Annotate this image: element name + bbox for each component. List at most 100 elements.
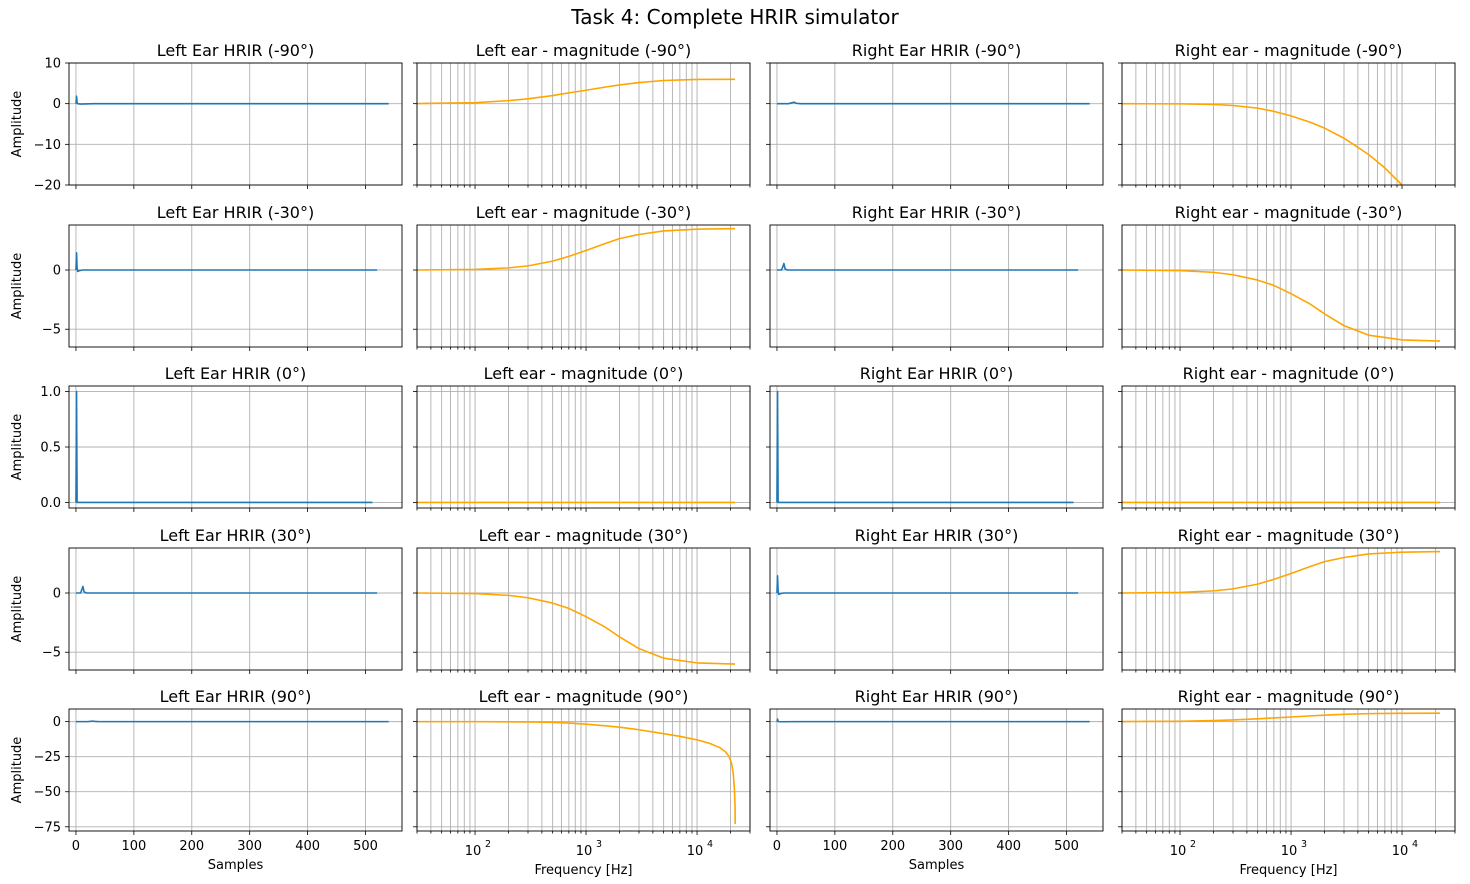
figure-title: Task 4: Complete HRIR simulator xyxy=(570,5,899,29)
x-grid xyxy=(776,709,1067,835)
y-axis-label: Amplitude xyxy=(10,91,25,158)
y-tick-label: −50 xyxy=(34,785,61,800)
axes-frame xyxy=(416,547,751,671)
series-line xyxy=(75,585,378,594)
subplot-title: Left ear - magnitude (-90°) xyxy=(476,41,692,60)
x-grid xyxy=(75,63,366,189)
subplot-left-ear-hrir-90deg: Left Ear HRIR (-90°) −20 −10 0 10 Amplitude xyxy=(10,41,403,194)
series-line xyxy=(776,575,1079,596)
x-axis-label: Samples xyxy=(909,858,965,873)
y-tick-label: −25 xyxy=(34,750,61,765)
y-axis-label: Amplitude xyxy=(10,576,25,643)
subplot-title: Left Ear HRIR (-90°) xyxy=(157,41,314,60)
x-tick-label: 10 xyxy=(576,844,593,859)
subplot-title: Left Ear HRIR (0°) xyxy=(165,364,307,383)
y-tick-label: 0 xyxy=(53,264,61,279)
x-tick-label: 10 xyxy=(687,844,704,859)
x-grid xyxy=(776,63,1067,189)
axes-frame xyxy=(68,547,403,671)
subplot-right-ear-magnitude-30deg: Right ear - magnitude (30°) xyxy=(1118,526,1456,674)
series-line xyxy=(75,390,373,504)
subplot-title: Left ear - magnitude (0°) xyxy=(484,364,684,383)
axes-frame xyxy=(1121,547,1456,671)
axes-frame xyxy=(769,62,1104,186)
subplot-title: Right ear - magnitude (0°) xyxy=(1183,364,1395,383)
series-line xyxy=(416,227,736,271)
subplot-left-ear-hrir-0deg: Left Ear HRIR (0°) 0.0 0.5 1.0 Amplitude xyxy=(10,364,403,512)
axes-frame xyxy=(68,224,403,348)
axes-frame xyxy=(68,385,403,509)
subplot-right-ear-magnitude-90deg: Right ear - magnitude (90°)10 2 10 3 10 4Freq… xyxy=(1118,687,1456,878)
x-grid xyxy=(75,709,366,835)
x-tick-label: 0 xyxy=(72,839,80,854)
x-grid xyxy=(75,225,366,351)
y-tick-label: 1.0 xyxy=(40,385,61,400)
subplot-title: Right Ear HRIR (-30°) xyxy=(852,203,1021,222)
x-grid xyxy=(416,548,751,674)
subplot-title: Right ear - magnitude (90°) xyxy=(1178,687,1400,706)
series-line xyxy=(417,720,736,824)
subplot-title: Left ear - magnitude (30°) xyxy=(479,526,689,545)
y-tick-label: 0.0 xyxy=(40,496,61,511)
x-grid xyxy=(416,386,751,512)
x-tick-label: 200 xyxy=(179,839,204,854)
series-line xyxy=(776,390,1074,504)
y-tick-label: −5 xyxy=(42,646,61,661)
x-tick-label: 400 xyxy=(996,839,1021,854)
subplot-title: Left ear - magnitude (90°) xyxy=(479,687,689,706)
subplot-title: Right Ear HRIR (0°) xyxy=(860,364,1014,383)
subplot-right-ear-hrir-90deg: Right Ear HRIR (90°) 0 100 200 300 400 500 Samp… xyxy=(766,687,1104,873)
subplot-right-ear-magnitude-90deg: Right ear - magnitude (-90°) xyxy=(1118,41,1456,189)
subplot-title: Right Ear HRIR (90°) xyxy=(855,687,1019,706)
axes-frame xyxy=(769,547,1104,671)
y-tick-label: −20 xyxy=(34,179,61,194)
subplot-grid: Left Ear HRIR (-90°)−20−10010AmplitudeLe… xyxy=(10,41,1456,878)
subplot-left-ear-hrir-30deg: Left Ear HRIR (30°) −5 0 Amplitude xyxy=(10,526,403,674)
subplot-right-ear-hrir-30deg: Right Ear HRIR (-30°) xyxy=(766,203,1104,351)
y-tick-label: −5 xyxy=(42,323,61,338)
x-tick-label: 10 xyxy=(1392,844,1409,859)
series-line xyxy=(776,101,1090,105)
subplot-title: Left Ear HRIR (90°) xyxy=(160,687,312,706)
axes-frame xyxy=(68,62,403,186)
subplot-title: Right ear - magnitude (-90°) xyxy=(1175,41,1403,60)
series-line xyxy=(416,78,736,105)
x-tick-label: 300 xyxy=(938,839,963,854)
x-tick-label: 10 xyxy=(465,844,482,859)
subplot-title: Right Ear HRIR (30°) xyxy=(855,526,1019,545)
axes-frame xyxy=(769,224,1104,348)
x-tick-exponent: 4 xyxy=(1412,839,1418,850)
subplot-title: Left Ear HRIR (-30°) xyxy=(157,203,314,222)
axes-frame xyxy=(1121,224,1456,348)
axes-frame xyxy=(416,224,751,348)
subplot-title: Right ear - magnitude (-30°) xyxy=(1175,203,1403,222)
axes-frame xyxy=(68,708,403,832)
subplot-right-ear-hrir-0deg: Right Ear HRIR (0°) xyxy=(766,364,1104,512)
x-tick-label: 500 xyxy=(1054,839,1079,854)
y-tick-label: 0 xyxy=(53,587,61,602)
y-axis-label: Amplitude xyxy=(10,253,25,320)
subplot-title: Left Ear HRIR (30°) xyxy=(160,526,312,545)
x-tick-label: 0 xyxy=(773,839,781,854)
subplot-left-ear-magnitude-90deg: Left ear - magnitude (-90°) xyxy=(413,41,751,189)
x-tick-label: 100 xyxy=(822,839,847,854)
x-tick-label: 400 xyxy=(295,839,320,854)
series-line xyxy=(776,718,1090,723)
subplot-left-ear-magnitude-0deg: Left ear - magnitude (0°) xyxy=(413,364,751,512)
x-axis-label: Samples xyxy=(208,858,264,873)
series-line xyxy=(1121,550,1441,594)
x-tick-exponent: 2 xyxy=(485,839,491,850)
series-line xyxy=(1121,102,1403,186)
axes-frame xyxy=(1121,385,1456,509)
axes-frame xyxy=(1121,708,1456,832)
subplot-left-ear-hrir-30deg: Left Ear HRIR (-30°) −5 0 Amplitude xyxy=(10,203,403,351)
subplot-left-ear-magnitude-30deg: Left ear - magnitude (-30°) xyxy=(413,203,751,351)
x-tick-label: 10 xyxy=(1170,844,1187,859)
x-tick-label: 300 xyxy=(237,839,262,854)
y-axis-label: Amplitude xyxy=(10,737,25,804)
subplot-title: Right ear - magnitude (30°) xyxy=(1178,526,1400,545)
subplot-right-ear-hrir-90deg: Right Ear HRIR (-90°) xyxy=(766,41,1104,189)
x-axis-label: Frequency [Hz] xyxy=(534,863,632,878)
